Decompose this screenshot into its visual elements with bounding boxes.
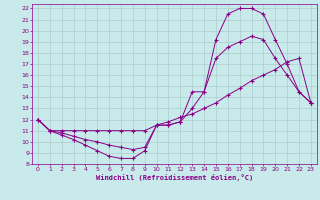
- X-axis label: Windchill (Refroidissement éolien,°C): Windchill (Refroidissement éolien,°C): [96, 174, 253, 181]
